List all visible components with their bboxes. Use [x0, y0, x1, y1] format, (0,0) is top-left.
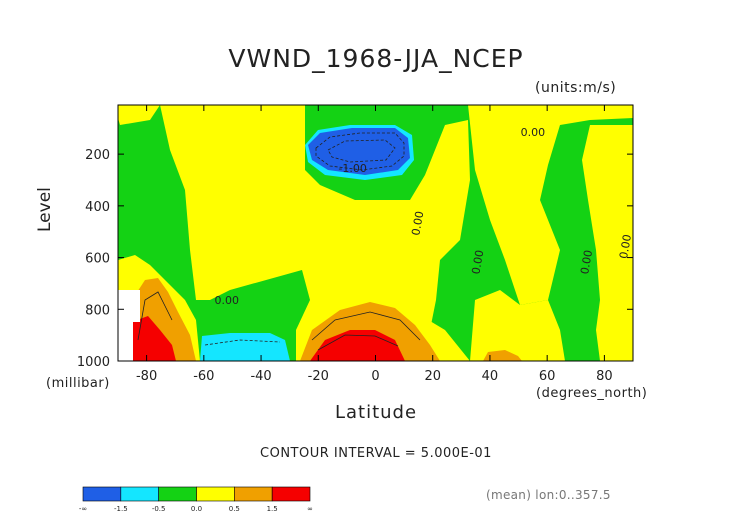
- colorbar-swatch: [271, 486, 311, 502]
- x-tick-label: 80: [596, 369, 613, 384]
- region-yellow-arctic: [582, 125, 633, 361]
- colorbar-label: 1.5: [267, 505, 278, 513]
- y-axis-unit: (millibar): [46, 376, 110, 391]
- x-ticks: -80 -60 -40 -20 0 20 40 60 80: [136, 105, 613, 384]
- region-yellow-subtropics: [160, 105, 470, 330]
- x-tick-label: -60: [193, 369, 214, 384]
- colorbar: -∞ -1.5 -0.5 0.0 0.5 1.5 ∞: [79, 486, 313, 513]
- colorbar-label: -1.5: [114, 505, 128, 513]
- contour-line: [311, 311, 421, 341]
- x-axis-unit: (degrees_north): [536, 386, 648, 401]
- contour-labels: 0.00 -1.00 0.00 0.00 0.00 0.00 0.00: [214, 126, 634, 307]
- region-red-equator: [310, 330, 405, 361]
- colorbar-swatch: [120, 486, 159, 502]
- contour-label: 0.00: [469, 249, 486, 275]
- chart-title: VWND_1968-JJA_NCEP: [228, 44, 524, 73]
- region-yellow-north: [468, 105, 633, 305]
- contour-label: 0.00: [617, 233, 634, 259]
- contour-label: 0.00: [578, 249, 595, 275]
- contour-label: 0.00: [409, 210, 426, 236]
- mean-note: (mean) lon:0..357.5: [486, 488, 611, 502]
- contour-label: 0.00: [521, 126, 546, 139]
- x-tick-label: -80: [136, 369, 157, 384]
- contour-line: [204, 339, 281, 346]
- contour-label: 0.00: [214, 294, 239, 307]
- colorbar-swatch: [82, 486, 122, 502]
- contour-lines: [137, 132, 421, 351]
- region-cyan-lower: [200, 333, 290, 361]
- region-red-polar-inner: [133, 322, 145, 361]
- contour-interval-text: CONTOUR INTERVAL = 5.000E-01: [260, 446, 492, 461]
- x-axis-label: Latitude: [334, 402, 418, 423]
- y-tick-label: 600: [85, 252, 110, 267]
- y-tick-label: 400: [85, 200, 110, 215]
- colorbar-swatch: [234, 486, 273, 502]
- y-tick-label: 800: [85, 303, 110, 318]
- contour-line: [315, 132, 405, 171]
- x-tick-label: 0: [371, 369, 379, 384]
- colorbar-label: 0.0: [191, 505, 202, 513]
- region-orange-nh: [483, 350, 522, 361]
- contour-fills: [118, 105, 633, 361]
- x-tick-label: -20: [308, 369, 329, 384]
- y-ticks: 200 400 600 800 1000: [77, 148, 633, 370]
- x-tick-label: -40: [250, 369, 271, 384]
- contour-label: -1.00: [338, 162, 366, 175]
- colorbar-label: -∞: [79, 505, 87, 513]
- colorbar-label: 0.5: [229, 505, 240, 513]
- x-tick-label: 20: [424, 369, 441, 384]
- region-yellow-mid: [470, 290, 565, 361]
- contour-line: [327, 139, 396, 163]
- colorbar-swatch: [196, 486, 235, 502]
- x-tick-label: 40: [482, 369, 499, 384]
- region-yellow-top: [118, 105, 160, 125]
- colorbar-label: -0.5: [152, 505, 166, 513]
- colorbar-label: ∞: [307, 505, 313, 513]
- region-blue-upper: [308, 128, 410, 175]
- y-tick-label: 200: [85, 148, 110, 163]
- contour-line: [137, 291, 173, 341]
- x-tick-label: 60: [539, 369, 556, 384]
- y-tick-label: 1000: [77, 355, 110, 370]
- region-red-polar: [135, 316, 176, 361]
- units-label: (units:m/s): [535, 80, 617, 96]
- colorbar-swatch: [158, 486, 197, 502]
- contour-line: [317, 334, 399, 351]
